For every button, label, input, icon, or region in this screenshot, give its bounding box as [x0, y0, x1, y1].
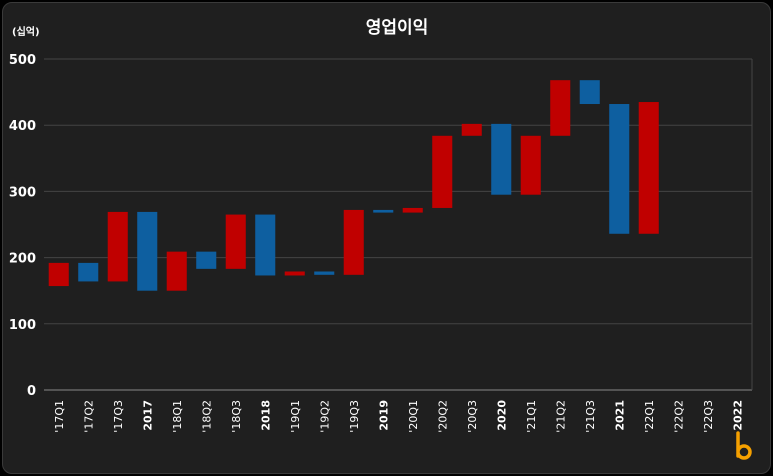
y-tick-labels: 0 100 200 300 400 500 — [9, 53, 36, 399]
bar — [432, 135, 453, 208]
y-tick-label: 0 — [27, 384, 36, 399]
x-tick-label: '18Q1 — [171, 400, 184, 433]
x-tick-label: '17Q3 — [112, 400, 125, 433]
bar — [255, 214, 276, 276]
x-tick-label: '20Q2 — [436, 400, 449, 433]
x-tick-label: '18Q2 — [200, 400, 213, 433]
x-tick-label: '22Q2 — [672, 400, 685, 433]
gridlines — [44, 58, 753, 391]
y-tick-label: 100 — [9, 318, 36, 333]
bar — [48, 262, 69, 287]
bar — [638, 102, 659, 234]
x-tick-label: 2017 — [141, 400, 154, 431]
x-tick-label: '20Q3 — [466, 400, 479, 433]
x-tick-label: '21Q2 — [554, 400, 567, 433]
x-tick-label: '22Q1 — [643, 400, 656, 433]
x-tick-label: '20Q1 — [407, 400, 420, 433]
x-tick-label: '17Q2 — [82, 400, 95, 433]
bar — [107, 211, 128, 282]
x-tick-label: 2021 — [613, 400, 626, 431]
bar — [284, 271, 305, 276]
x-tick-label: '18Q3 — [230, 400, 243, 433]
y-tick-label: 300 — [9, 185, 36, 200]
bar — [520, 135, 541, 195]
bar — [314, 271, 335, 275]
y-axis-unit-label: (십억) — [12, 25, 40, 38]
bar — [609, 104, 630, 234]
bar — [579, 80, 600, 105]
x-tick-labels: '17Q1 '17Q2 '17Q3 2017 '18Q1 '18Q2 '18Q3 2018 '1… — [53, 400, 745, 433]
chart-title: 영업이익 — [366, 18, 429, 38]
bar — [166, 251, 187, 291]
b-logo-icon — [736, 431, 752, 460]
x-tick-label: 2018 — [259, 400, 272, 431]
x-tick-label: '19Q3 — [348, 400, 361, 433]
bar — [402, 207, 423, 213]
x-tick-label: '19Q1 — [289, 400, 302, 433]
bar — [196, 251, 217, 269]
bar — [461, 123, 482, 136]
bar — [137, 211, 158, 291]
bar — [550, 80, 571, 136]
y-tick-label: 500 — [9, 53, 36, 68]
x-tick-label: 2022 — [731, 400, 744, 431]
bar — [225, 214, 246, 269]
bar — [78, 262, 99, 282]
bars — [48, 80, 659, 291]
x-tick-label: '21Q1 — [525, 400, 538, 433]
x-tick-label: 2020 — [495, 400, 508, 431]
bar — [373, 209, 394, 213]
x-tick-label: '19Q2 — [318, 400, 331, 433]
bar — [343, 209, 364, 275]
x-tick-label: '17Q1 — [53, 400, 66, 433]
x-tick-label: '22Q3 — [702, 400, 715, 433]
y-tick-label: 200 — [9, 252, 36, 267]
y-tick-label: 400 — [9, 119, 36, 134]
x-tick-label: '21Q3 — [584, 400, 597, 433]
x-tick-label: 2019 — [377, 400, 390, 431]
bar — [491, 123, 512, 195]
